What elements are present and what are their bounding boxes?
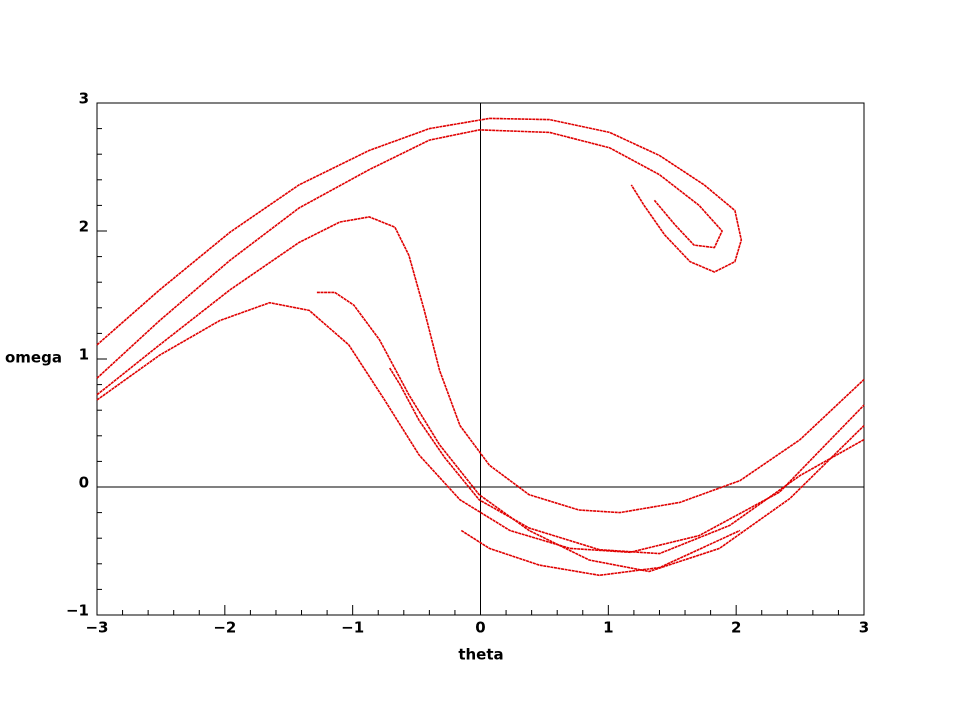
y-tick-label: 0 [79,474,89,492]
attractor-strand [316,291,865,573]
y-tick-label: −1 [66,602,89,620]
x-tick-label: 2 [731,619,741,637]
y-tick-label: 2 [79,218,89,236]
x-tick-label: 1 [603,619,613,637]
attractor-strand [96,301,865,554]
y-axis-label: omega [5,349,62,367]
x-tick-label: −2 [213,619,236,637]
attractor-strand [96,117,743,346]
x-tick-label: −3 [85,619,108,637]
y-tick-label: 1 [79,346,89,364]
x-axis-label: theta [458,646,503,664]
x-tick-label: 3 [859,619,869,637]
x-tick-label: −1 [341,619,364,637]
attractor-strand [389,367,865,555]
y-tick-label: 3 [79,90,89,108]
attractor-strand [460,529,741,577]
attractor-strand [96,129,723,379]
x-tick-label: 0 [475,619,485,637]
attractor-strand [96,216,865,514]
